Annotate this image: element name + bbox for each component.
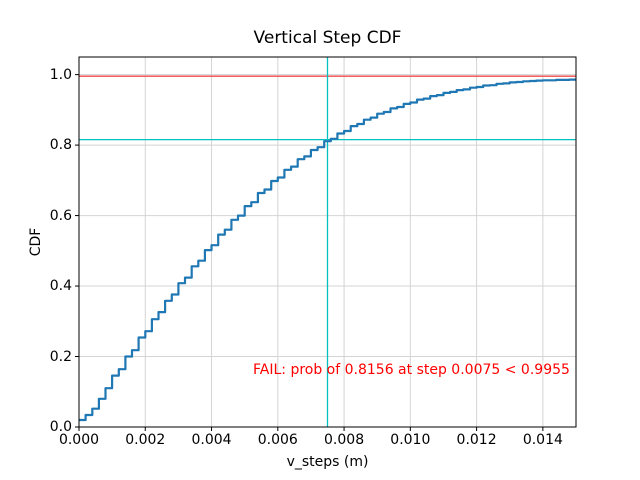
y-tick-label: 0.2 bbox=[49, 348, 72, 365]
y-axis-label: CDF bbox=[28, 227, 44, 257]
x-tick-label: 0.002 bbox=[125, 432, 166, 448]
y-tick-label: 1.0 bbox=[49, 66, 72, 83]
y-tick-label: 0.0 bbox=[49, 419, 72, 435]
x-tick-label: 0.004 bbox=[191, 432, 232, 448]
cdf-curve bbox=[79, 78, 576, 422]
x-tick-label: 0.014 bbox=[522, 432, 563, 448]
x-tick-label: 0.008 bbox=[324, 432, 365, 448]
y-tick-label: 0.8 bbox=[49, 137, 72, 154]
x-tick-label: 0.000 bbox=[58, 432, 100, 448]
y-tick-label: 0.6 bbox=[49, 207, 72, 224]
x-tick-label: 0.010 bbox=[390, 432, 431, 448]
chart-title: Vertical Step CDF bbox=[253, 28, 402, 48]
axes-frame bbox=[78, 56, 577, 428]
x-tick-label: 0.012 bbox=[456, 432, 497, 448]
x-axis-label: v_steps (m) bbox=[286, 454, 369, 470]
y-tick-label: 0.4 bbox=[49, 278, 72, 295]
x-tick-label: 0.006 bbox=[257, 432, 298, 448]
fail-annotation: FAIL: prob of 0.8156 at step 0.0075 < 0.… bbox=[253, 362, 570, 378]
